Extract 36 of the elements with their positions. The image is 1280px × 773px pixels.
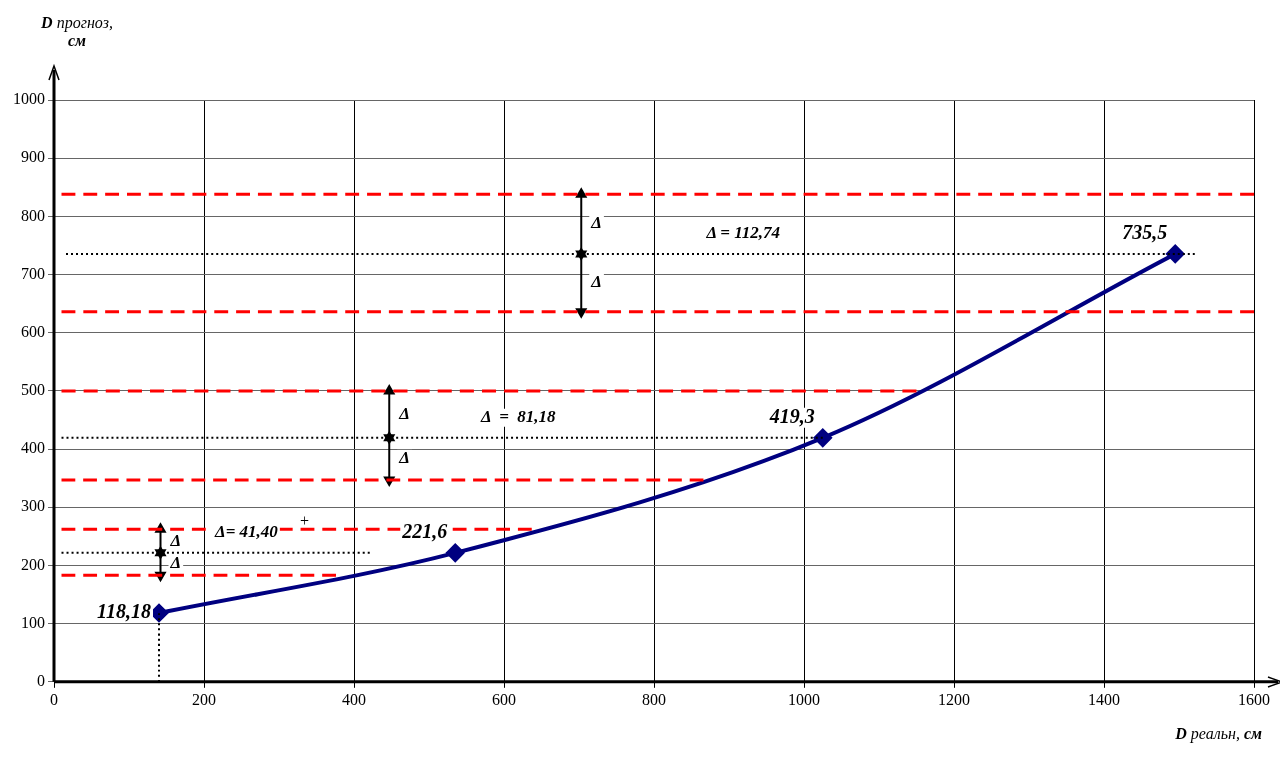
data-label: 735,5 <box>1122 221 1168 244</box>
x-tick-label: 200 <box>192 690 216 708</box>
y-tick-label: 800 <box>21 206 45 224</box>
x-tick-label: 600 <box>492 690 516 708</box>
x-axis-title: D реальн, см <box>1175 725 1262 742</box>
y-tick-label: 300 <box>21 497 45 515</box>
series-label: Δ = 112,74 <box>705 223 781 243</box>
y-tick-label: 100 <box>21 613 45 631</box>
x-tick-label: 1200 <box>938 690 970 708</box>
series-label: Δ <box>169 553 182 573</box>
annotation: + <box>300 512 310 530</box>
y-tick-label: 1000 <box>13 90 45 108</box>
y-tick-label: 400 <box>21 439 45 457</box>
series-label: Δ= 41,40 <box>214 522 279 542</box>
y-tick-label: 0 <box>37 672 45 689</box>
x-tick-label: 1000 <box>788 690 820 708</box>
y-tick-label: 500 <box>21 381 45 399</box>
data-label: 419,3 <box>768 405 815 428</box>
x-tick-label: 1400 <box>1088 690 1120 708</box>
data-label: 118,18 <box>97 600 151 623</box>
y-tick-label: 900 <box>21 148 45 166</box>
series-label: Δ <box>590 272 602 292</box>
series-label: Δ <box>590 213 602 233</box>
x-tick-label: 800 <box>642 690 666 708</box>
y-tick-label: 200 <box>21 555 45 573</box>
series-label: Δ <box>169 530 182 550</box>
series-label: Δ = 81,18 <box>479 407 557 427</box>
series-label: Δ <box>398 448 410 468</box>
y-tick-label: 700 <box>21 264 45 282</box>
y-tick-label: 600 <box>21 322 45 340</box>
y-axis-title: D прогноз, см <box>41 14 113 49</box>
series-label: Δ <box>398 403 410 423</box>
x-tick-label: 1600 <box>1238 690 1270 708</box>
x-tick-label: 0 <box>50 690 58 708</box>
data-label: 221,6 <box>401 520 448 543</box>
x-tick-label: 400 <box>342 690 366 708</box>
